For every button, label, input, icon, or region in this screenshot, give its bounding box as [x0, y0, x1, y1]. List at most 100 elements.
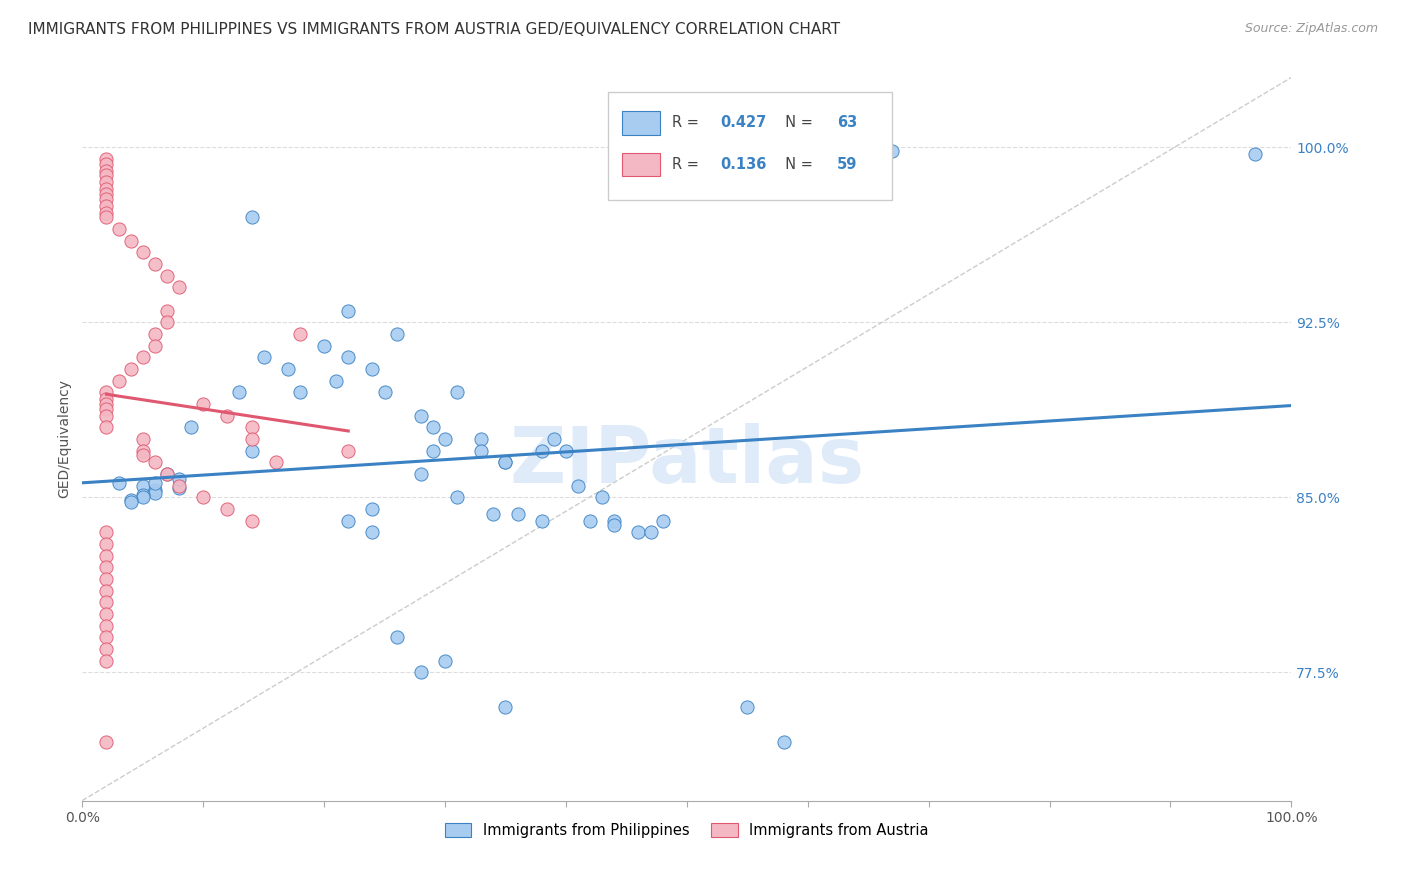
Point: [96, 175, 118, 189]
Point: [96, 409, 118, 423]
Point: [143, 455, 166, 469]
Point: [821, 144, 844, 158]
Text: 0.427: 0.427: [721, 115, 766, 130]
Point: [337, 351, 360, 365]
Point: [120, 492, 142, 507]
Point: [470, 443, 492, 458]
Point: [143, 476, 166, 491]
Point: [494, 700, 516, 714]
Point: [409, 665, 432, 680]
Point: [143, 339, 166, 353]
Point: [735, 700, 758, 714]
Point: [361, 362, 384, 376]
Point: [361, 502, 384, 516]
FancyBboxPatch shape: [621, 112, 661, 135]
Point: [167, 280, 190, 294]
Point: [96, 397, 118, 411]
Point: [107, 476, 129, 491]
Point: [132, 351, 155, 365]
Point: [96, 420, 118, 434]
Point: [337, 303, 360, 318]
Point: [494, 455, 516, 469]
Point: [132, 491, 155, 505]
Point: [96, 572, 118, 586]
Point: [422, 420, 444, 434]
Point: [132, 432, 155, 446]
Point: [193, 491, 215, 505]
Point: [409, 409, 432, 423]
Point: [156, 268, 179, 283]
Text: 59: 59: [837, 157, 858, 172]
Text: N =: N =: [776, 157, 818, 172]
Point: [107, 374, 129, 388]
Point: [591, 491, 613, 505]
Point: [554, 443, 576, 458]
Point: [482, 507, 505, 521]
Point: [409, 467, 432, 481]
Point: [240, 420, 263, 434]
Point: [143, 326, 166, 341]
Point: [96, 192, 118, 206]
Point: [470, 432, 492, 446]
Point: [96, 152, 118, 166]
Point: [434, 432, 457, 446]
Point: [156, 467, 179, 481]
Point: [603, 518, 626, 533]
Point: [337, 443, 360, 458]
Point: [253, 351, 276, 365]
FancyBboxPatch shape: [621, 153, 661, 176]
Point: [96, 735, 118, 749]
Point: [217, 502, 239, 516]
Point: [132, 443, 155, 458]
Point: [132, 488, 155, 502]
Point: [96, 163, 118, 178]
Point: [277, 362, 299, 376]
Text: R =: R =: [672, 115, 704, 130]
Point: [385, 630, 408, 644]
Point: [193, 397, 215, 411]
Y-axis label: GED/Equivalency: GED/Equivalency: [58, 379, 72, 499]
Point: [627, 525, 650, 540]
Point: [494, 455, 516, 469]
Text: IMMIGRANTS FROM PHILIPPINES VS IMMIGRANTS FROM AUSTRIA GED/EQUIVALENCY CORRELATI: IMMIGRANTS FROM PHILIPPINES VS IMMIGRANT…: [28, 22, 841, 37]
Point: [1244, 147, 1267, 161]
Text: Source: ZipAtlas.com: Source: ZipAtlas.com: [1244, 22, 1378, 36]
Point: [314, 339, 336, 353]
Point: [143, 483, 166, 498]
Point: [446, 385, 468, 400]
Point: [96, 182, 118, 196]
Text: 0.136: 0.136: [721, 157, 768, 172]
Point: [288, 326, 311, 341]
Point: [640, 525, 662, 540]
Point: [96, 525, 118, 540]
Point: [156, 467, 179, 481]
Point: [240, 432, 263, 446]
Point: [264, 455, 287, 469]
Point: [96, 169, 118, 183]
Point: [374, 385, 396, 400]
Point: [288, 385, 311, 400]
Point: [96, 618, 118, 632]
Point: [132, 478, 155, 492]
Point: [228, 385, 250, 400]
Point: [240, 211, 263, 225]
Point: [167, 481, 190, 495]
Point: [143, 257, 166, 271]
Point: [96, 549, 118, 563]
Point: [96, 595, 118, 609]
Point: [120, 495, 142, 509]
Point: [96, 205, 118, 219]
Point: [96, 157, 118, 171]
Text: ZIPatlas: ZIPatlas: [509, 423, 865, 499]
Point: [132, 245, 155, 260]
Text: N =: N =: [776, 115, 818, 130]
Point: [96, 537, 118, 551]
FancyBboxPatch shape: [609, 92, 893, 201]
Point: [132, 448, 155, 462]
Point: [337, 514, 360, 528]
Point: [96, 583, 118, 598]
Point: [385, 326, 408, 341]
Point: [143, 485, 166, 500]
Point: [96, 630, 118, 644]
Point: [96, 199, 118, 213]
